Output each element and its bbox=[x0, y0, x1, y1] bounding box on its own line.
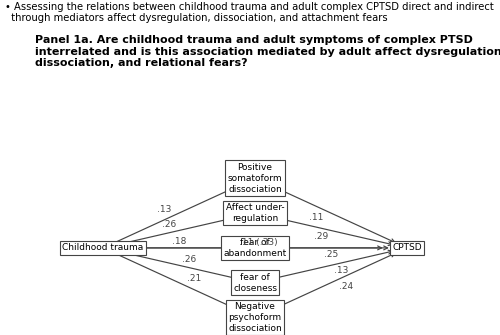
Text: CPTSD: CPTSD bbox=[392, 244, 422, 252]
Text: .13: .13 bbox=[157, 204, 172, 213]
Text: .26: .26 bbox=[182, 255, 196, 264]
Text: .13: .13 bbox=[334, 266, 348, 275]
Text: .29: .29 bbox=[314, 231, 328, 241]
Text: Panel 1a. Are childhood trauma and adult symptoms of complex PTSD
interrelated a: Panel 1a. Are childhood trauma and adult… bbox=[35, 35, 500, 68]
Text: Negative
psychoform
dissociation: Negative psychoform dissociation bbox=[228, 302, 282, 333]
Text: Affect under-
regulation: Affect under- regulation bbox=[226, 203, 284, 223]
Text: Childhood trauma: Childhood trauma bbox=[62, 244, 144, 252]
Text: .26: .26 bbox=[162, 220, 176, 229]
Text: • Assessing the relations between childhood trauma and adult complex CPTSD direc: • Assessing the relations between childh… bbox=[5, 2, 494, 23]
Text: fear of
closeness: fear of closeness bbox=[233, 273, 277, 293]
Text: .11: .11 bbox=[309, 213, 324, 222]
Text: .18: .18 bbox=[172, 237, 186, 246]
Text: .24: .24 bbox=[338, 282, 352, 291]
Text: Positive
somatoform
dissociation: Positive somatoform dissociation bbox=[228, 162, 282, 194]
Text: fear of
abandonment: fear of abandonment bbox=[224, 238, 286, 258]
Text: .25: .25 bbox=[324, 250, 338, 259]
Text: .21: .21 bbox=[186, 274, 201, 283]
Text: .11 (.33): .11 (.33) bbox=[238, 238, 278, 247]
